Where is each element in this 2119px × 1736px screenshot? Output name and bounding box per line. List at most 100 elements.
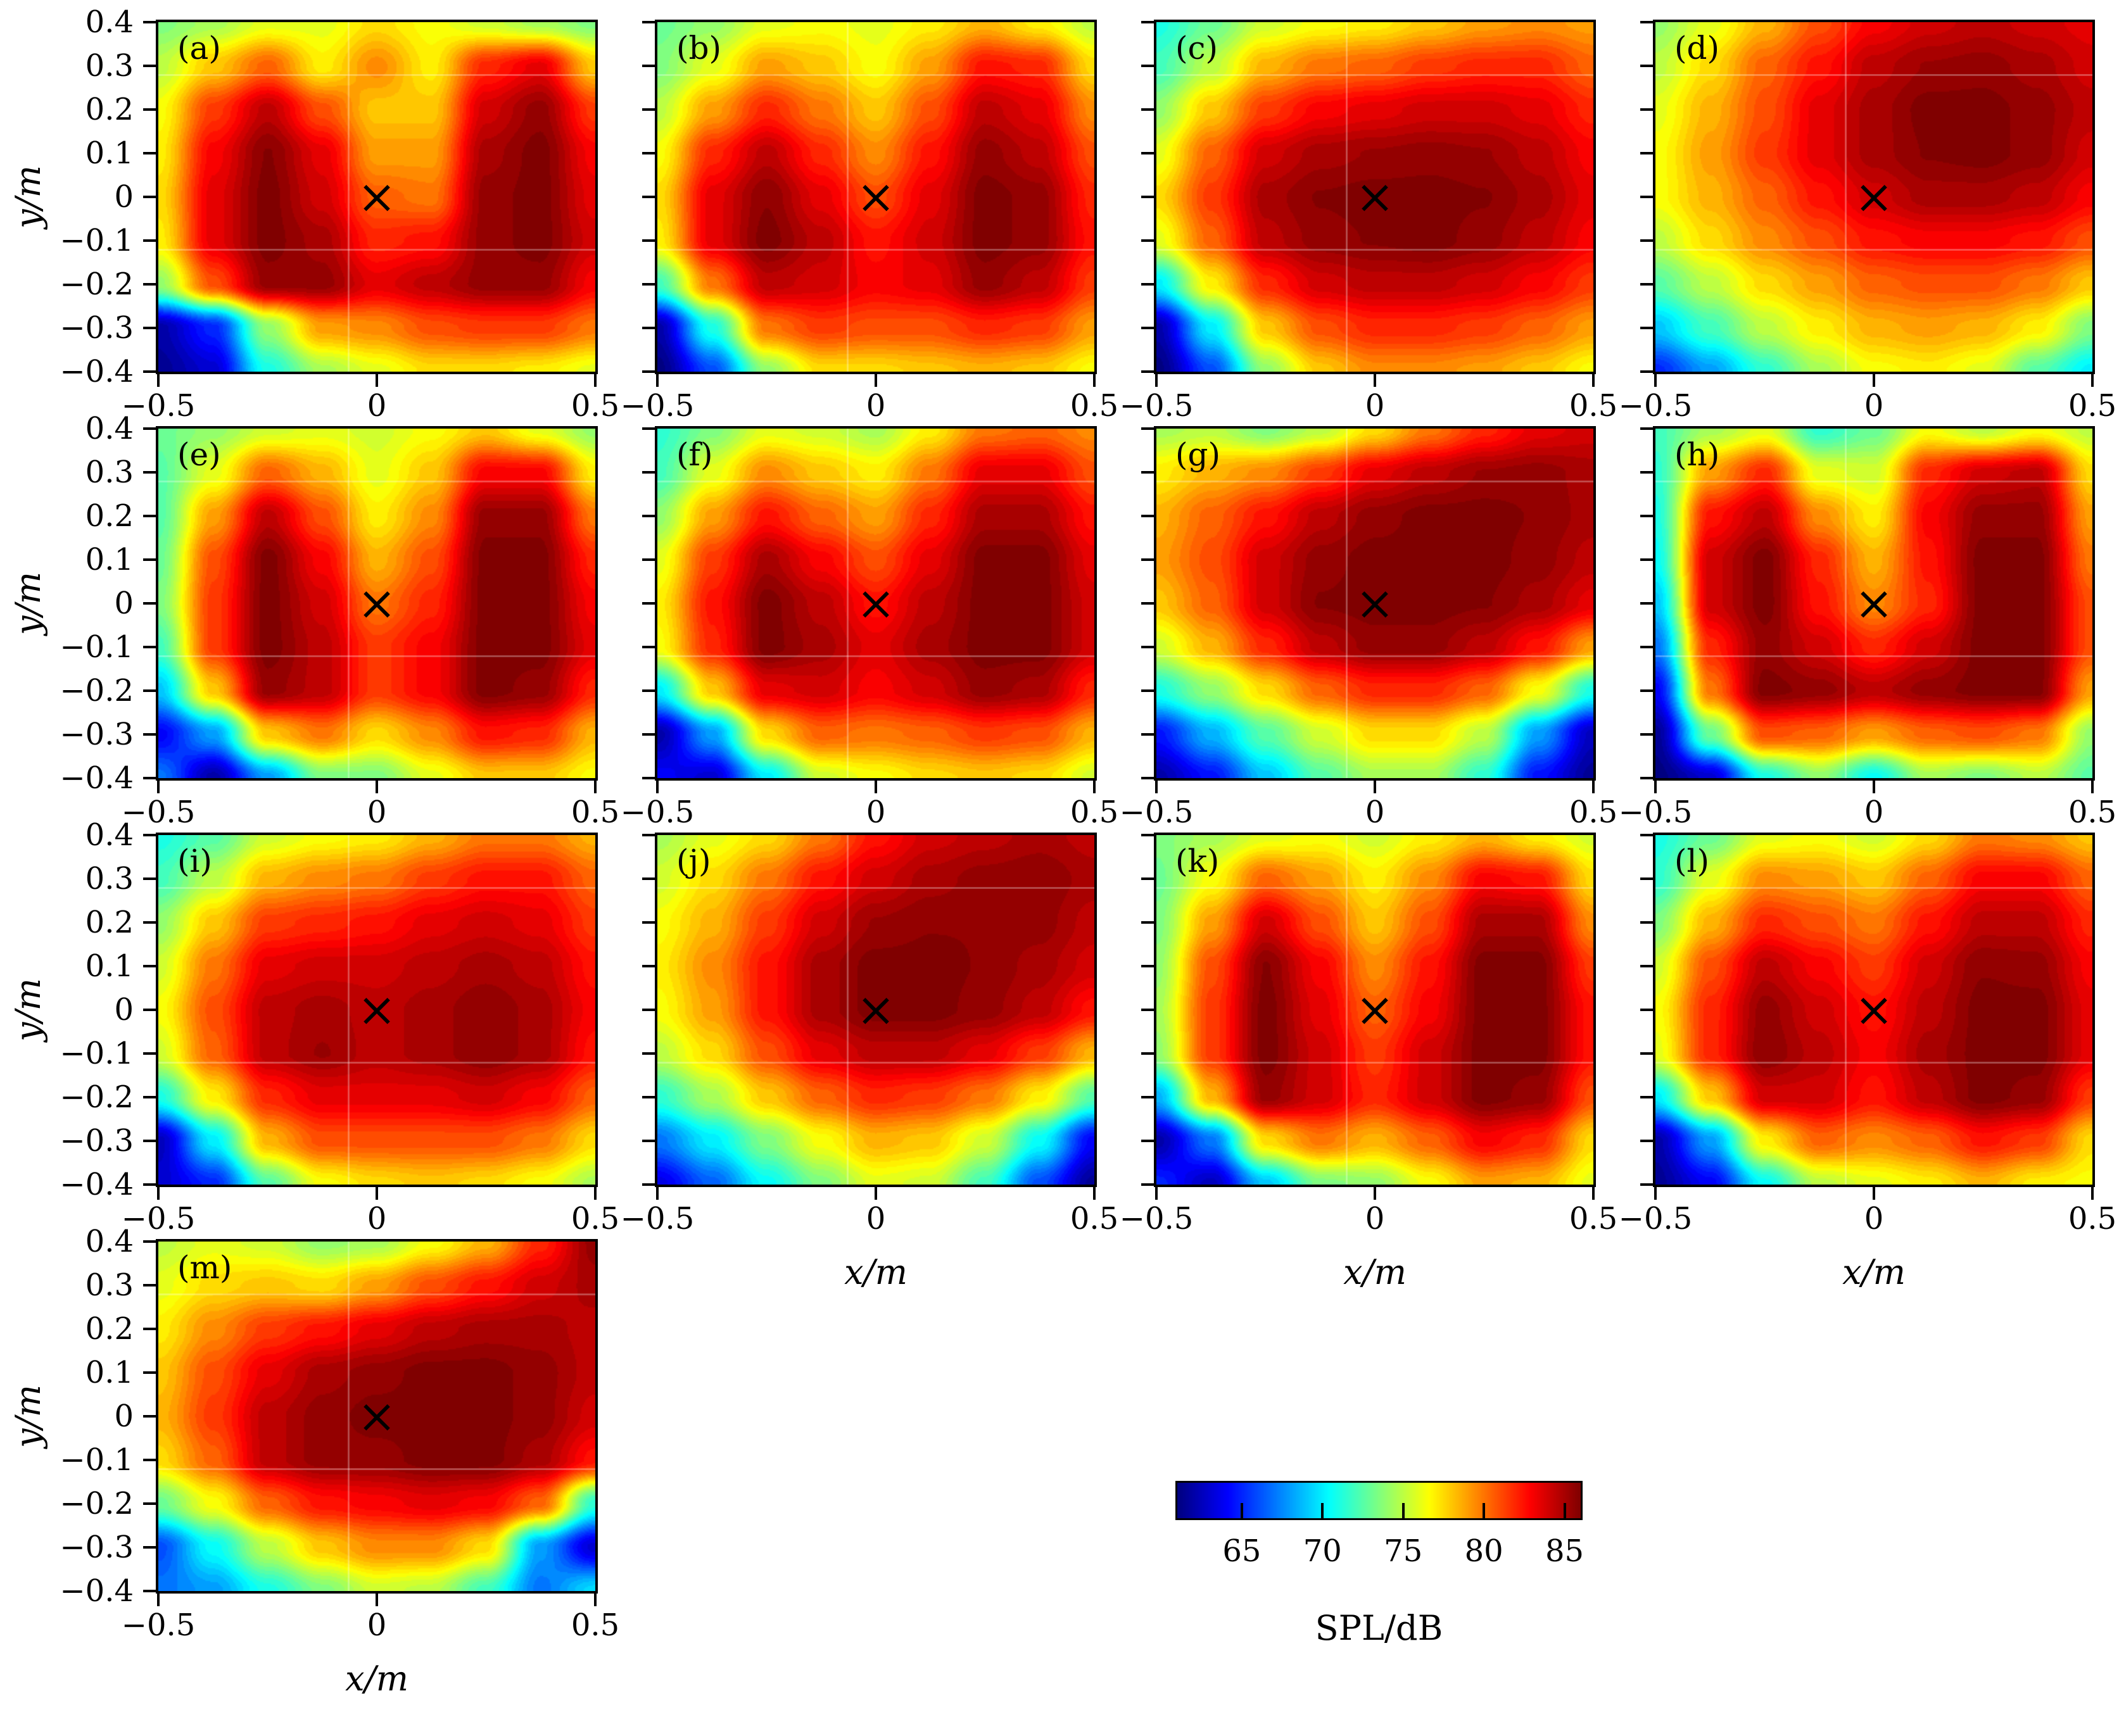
panel-label: (j): [676, 843, 711, 879]
y-axis-label: y/m: [8, 165, 48, 229]
y-axis-tick: [143, 196, 156, 198]
y-axis-tick: [143, 777, 156, 779]
y-tick-label: −0.3: [60, 1123, 134, 1159]
x-tick-label: 0.5: [1070, 1201, 1119, 1236]
y-axis-tick: [143, 1140, 156, 1142]
y-axis-tick: [143, 1284, 156, 1286]
x-axis-tick: [157, 1594, 160, 1606]
x-tick-label: 0.5: [571, 1607, 620, 1643]
x-tick-label: 0: [367, 388, 387, 424]
y-axis-tick: [143, 1096, 156, 1098]
grid-seam-horizontal: [158, 1293, 595, 1295]
x-tick-label: −0.5: [1119, 795, 1194, 830]
grid-seam-horizontal: [1655, 480, 2092, 482]
y-tick-label: 0.3: [85, 1267, 134, 1303]
panel-label: (b): [676, 30, 722, 66]
heatmap-panel-e: (e) × 0.4 0.3 0.2 0.1 0 −0.1 −0.2 −0.3 −0.4 −0.5 0 0.…: [8, 411, 619, 830]
source-position-marker: ×: [357, 170, 396, 224]
heatmap-panel-h: (h) × −0.5 0 0.5: [1619, 426, 2116, 830]
y-axis-tick: [642, 283, 655, 286]
grid-seam-horizontal: [1156, 248, 1593, 251]
y-axis-tick: [642, 370, 655, 373]
x-axis-tick: [376, 1594, 378, 1606]
y-axis-tick: [642, 427, 655, 430]
x-tick-label: 0.5: [1569, 795, 1618, 830]
y-tick-label: −0.4: [60, 1167, 134, 1202]
y-axis-tick: [642, 777, 655, 779]
grid-seam-horizontal: [158, 1468, 595, 1470]
x-tick-label: −0.5: [1119, 388, 1194, 424]
grid-seam-horizontal: [158, 248, 595, 251]
y-axis-tick: [143, 21, 156, 23]
y-axis-tick: [1141, 558, 1154, 561]
y-tick-label: 0.4: [85, 1224, 134, 1259]
y-axis-tick: [1141, 283, 1154, 286]
axes-border: [156, 426, 598, 781]
y-axis-tick: [642, 602, 655, 605]
y-tick-label: −0.2: [60, 1079, 134, 1115]
y-axis-tick: [1640, 327, 1653, 329]
colorbar-gradient: [1177, 1483, 1581, 1518]
y-axis-tick: [1640, 558, 1653, 561]
x-tick-label: −0.5: [1618, 795, 1693, 830]
y-axis-tick: [642, 152, 655, 154]
x-tick-label: 0.5: [2068, 1201, 2117, 1236]
y-tick-label: −0.1: [60, 1036, 134, 1071]
heatmap-panel-g: (g) × −0.5 0 0.5: [1120, 426, 1617, 830]
axes-border: [1653, 426, 2095, 781]
heatmap-canvas: [1655, 835, 2092, 1185]
y-axis-tick: [1640, 733, 1653, 736]
y-axis-tick: [1141, 1096, 1154, 1098]
y-axis-tick: [642, 646, 655, 648]
heatmap-panel-j: (j) × −0.5 0 0.5 x/m: [621, 833, 1118, 1292]
y-axis-tick: [1141, 834, 1154, 836]
y-axis-tick: [1640, 777, 1653, 779]
colorbar-tick-label: 75: [1384, 1533, 1423, 1569]
y-axis-tick: [1141, 921, 1154, 924]
y-axis-tick: [1141, 777, 1154, 779]
y-axis-tick: [143, 877, 156, 880]
x-tick-label: 0: [866, 1201, 886, 1236]
panel-label: (m): [177, 1249, 232, 1286]
y-tick-label: 0: [114, 1399, 134, 1434]
x-axis-tick: [1155, 374, 1158, 387]
y-tick-label: 0.2: [85, 92, 134, 127]
y-tick-label: −0.4: [60, 1573, 134, 1609]
grid-seam-horizontal: [158, 480, 595, 482]
y-axis-tick: [642, 21, 655, 23]
y-axis-tick: [143, 1459, 156, 1461]
x-axis-tick: [1654, 781, 1657, 793]
grid-seam-horizontal: [158, 886, 595, 889]
grid-seam-horizontal: [1655, 73, 2092, 76]
heatmap-canvas: [158, 1242, 595, 1591]
y-axis-tick: [143, 239, 156, 242]
y-axis-tick: [1141, 196, 1154, 198]
grid-seam-vertical: [1346, 429, 1348, 778]
grid-seam-vertical: [847, 22, 849, 372]
x-axis-tick: [1873, 1187, 1875, 1200]
y-axis-tick: [1141, 965, 1154, 967]
y-tick-label: −0.3: [60, 310, 134, 346]
heatmap-canvas: [1156, 429, 1593, 778]
grid-seam-horizontal: [657, 73, 1094, 76]
y-axis-tick: [143, 1590, 156, 1592]
grid-seam-vertical: [348, 835, 350, 1185]
panel-label: (i): [177, 843, 213, 879]
x-tick-label: −0.5: [121, 1607, 196, 1643]
y-tick-label: −0.4: [60, 354, 134, 389]
panel-label: (d): [1674, 30, 1720, 66]
grid-seam-vertical: [1845, 835, 1847, 1185]
x-tick-label: 0.5: [1070, 795, 1119, 830]
x-axis-tick: [2091, 374, 2094, 387]
x-tick-label: 0.5: [571, 795, 620, 830]
y-tick-label: 0: [114, 179, 134, 215]
x-axis-tick: [594, 1187, 597, 1200]
y-axis-tick: [1141, 515, 1154, 517]
grid-seam-vertical: [1845, 22, 1847, 372]
y-axis-tick: [1640, 108, 1653, 111]
x-axis-tick: [1155, 781, 1158, 793]
y-tick-label: 0.3: [85, 455, 134, 490]
y-axis-tick: [1640, 21, 1653, 23]
panel-label: (a): [177, 30, 221, 66]
y-tick-label: −0.4: [60, 760, 134, 796]
